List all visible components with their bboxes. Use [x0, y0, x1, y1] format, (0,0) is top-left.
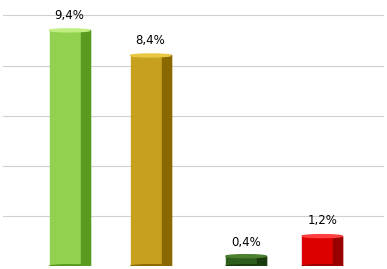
Ellipse shape [130, 54, 171, 57]
Ellipse shape [226, 255, 266, 258]
Ellipse shape [50, 29, 89, 32]
Bar [130, 55, 171, 266]
Bar [257, 256, 266, 266]
Text: 0,4%: 0,4% [231, 236, 261, 249]
Bar [81, 30, 89, 266]
Bar [162, 55, 171, 266]
Text: 8,4%: 8,4% [136, 34, 166, 47]
Ellipse shape [226, 265, 266, 268]
Ellipse shape [130, 265, 171, 268]
Ellipse shape [302, 235, 342, 238]
Text: 1,2%: 1,2% [307, 214, 337, 227]
Bar [226, 256, 266, 266]
Ellipse shape [302, 265, 342, 268]
Text: 9,4%: 9,4% [55, 9, 84, 22]
Bar [302, 236, 342, 266]
Bar [50, 30, 89, 266]
Bar [334, 236, 342, 266]
Ellipse shape [50, 265, 89, 268]
